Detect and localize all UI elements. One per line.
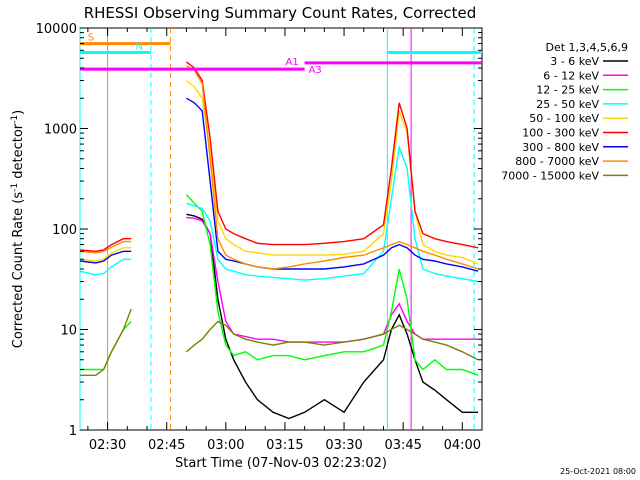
legend-label-5: 100 - 300 keV: [522, 127, 599, 140]
series-line-1: [186, 216, 479, 343]
x-axis-label: Start Time (07-Nov-03 02:23:02): [175, 456, 387, 471]
x-tick-label-6: 04:00: [444, 438, 481, 453]
series-line-4: [79, 79, 479, 265]
legend-label-1: 6 - 12 keV: [543, 69, 599, 82]
series-line-0: [186, 213, 479, 420]
y-axis-label-sup1: -1: [10, 183, 20, 192]
annotation-label-s: S: [88, 33, 94, 44]
vertical-markers: [79, 28, 475, 430]
y-axis-label-part2: detector: [11, 123, 26, 183]
x-tick-label-4: 03:30: [325, 438, 362, 453]
y-tick-label-1: 10: [60, 324, 77, 339]
legend-label-7: 800 - 7000 keV: [515, 155, 599, 168]
annotation-label-n: N: [136, 42, 143, 53]
y-axis-label-part3: ): [11, 110, 26, 115]
legend-label-3: 25 - 50 keV: [536, 98, 599, 111]
series-lines: [79, 61, 479, 420]
annotation-label-a1: A1: [285, 57, 298, 68]
x-axis-ticks: 02:30 02:45 03:00 03:15 03:30 03:45 04:00: [87, 28, 483, 453]
legend-label-4: 50 - 100 keV: [529, 112, 599, 125]
series-line-8: [80, 308, 479, 376]
legend-label-2: 12 - 25 keV: [536, 84, 599, 97]
annotation-bars: S N A1 A3: [80, 33, 482, 76]
y-axis-label-sup2: -1: [10, 115, 20, 124]
x-tick-label-5: 03:45: [384, 438, 421, 453]
x-tick-label-0: 02:30: [89, 438, 126, 453]
series-line-3: [79, 144, 479, 283]
x-tick-label-1: 02:45: [148, 438, 185, 453]
x-tick-label-3: 03:15: [266, 438, 303, 453]
series-line-7: [79, 65, 479, 270]
y-axis-label-part1: Corrected Count Rate (s: [11, 192, 26, 349]
y-tick-label-0: 1: [69, 424, 77, 439]
series-line-6: [79, 97, 479, 272]
chart-title: RHESSI Observing Summary Count Rates, Co…: [84, 4, 477, 22]
y-axis-ticks: 1 10 100 1000 10000: [36, 22, 482, 439]
x-tick-label-2: 03:00: [207, 438, 244, 453]
y-axis-label: Corrected Count Rate (s-1 detector-1): [10, 110, 26, 348]
series-line-5: [79, 61, 479, 253]
y-tick-label-4: 10000: [36, 22, 77, 37]
legend-label-8: 7000 - 15000 keV: [501, 169, 599, 182]
y-tick-label-3: 1000: [44, 123, 77, 138]
legend-label-6: 300 - 800 keV: [522, 141, 599, 154]
y-tick-label-2: 100: [52, 223, 77, 238]
footer-timestamp: 25-Oct-2021 08:00: [560, 467, 636, 476]
legend-label-0: 3 - 6 keV: [550, 55, 599, 68]
annotation-label-a3: A3: [309, 65, 322, 76]
legend-title: Det 1,3,4,5,6,9: [545, 41, 628, 54]
